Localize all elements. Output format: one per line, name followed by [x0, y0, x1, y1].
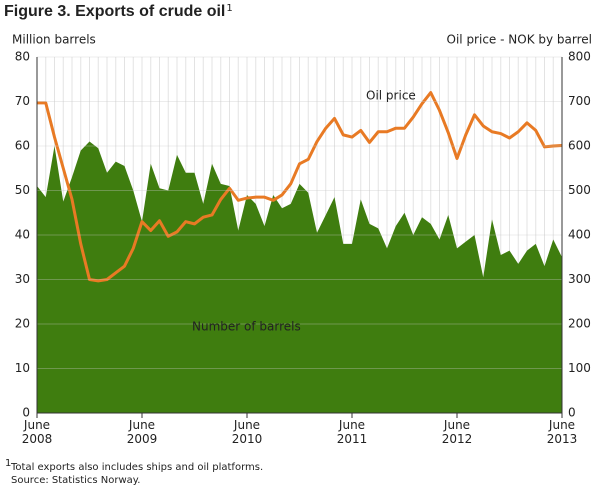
y-tick-label: 80 [15, 50, 30, 64]
footnote-mark: 1 [5, 458, 11, 469]
y2-tick-label: 200 [568, 317, 591, 331]
y-tick-label: 70 [15, 94, 30, 108]
chart-title: Figure 3. Exports of crude oil [4, 3, 225, 20]
y2-tick-label: 600 [568, 139, 591, 153]
footnote: Total exports also includes ships and oi… [10, 462, 263, 473]
y-tick-label: 30 [15, 272, 30, 286]
y-tick-label: 60 [15, 139, 30, 153]
y-tick-label: 40 [15, 228, 30, 242]
x-tick-label: June 2008 [22, 418, 53, 446]
y2-tick-label: 500 [568, 183, 591, 197]
y2-axis-label: Oil price - NOK by barrel [447, 33, 592, 47]
x-tick-label: June 2010 [232, 418, 263, 446]
x-tick-label: June 2012 [442, 418, 473, 446]
y2-tick-label: 100 [568, 361, 591, 375]
line [37, 91, 563, 283]
title-note: 1 [226, 3, 232, 14]
x-tick-label: June 2009 [127, 418, 158, 446]
y2-tick-label: 800 [568, 50, 591, 64]
y-tick-label: 10 [15, 361, 30, 375]
series-label: Oil price [366, 89, 416, 103]
y2-tick-label: 700 [568, 94, 591, 108]
y-tick-label: 0 [22, 406, 30, 420]
x-tick-label: June 2013 [547, 418, 578, 446]
y2-tick-label: 400 [568, 228, 591, 242]
series-label: Number of barrels [192, 320, 301, 334]
y2-tick-label: 300 [568, 272, 591, 286]
x-tick-label: June 2011 [337, 418, 368, 446]
y-tick-label: 50 [15, 183, 30, 197]
area [37, 141, 562, 414]
y-tick-label: 20 [15, 317, 30, 331]
y-axis-label: Million barrels [12, 33, 96, 47]
y2-tick-label: 0 [568, 406, 576, 420]
source: Source: Statistics Norway. [11, 475, 140, 486]
